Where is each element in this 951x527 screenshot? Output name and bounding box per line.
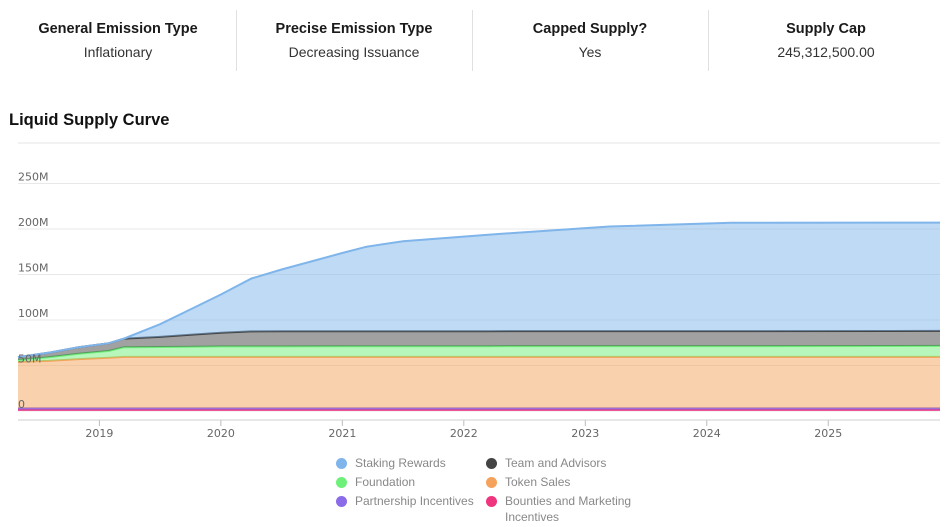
legend-dot-icon	[336, 477, 347, 488]
area-layer	[17, 221, 941, 411]
legend-item-partnership-incentives[interactable]: Partnership Incentives	[336, 493, 486, 525]
y-tick-label: 0	[18, 398, 25, 411]
legend-dot-icon	[486, 458, 497, 469]
x-tick-label: 2021	[328, 427, 356, 440]
legend-label: Partnership Incentives	[355, 494, 474, 508]
stat-general-emission-type: General Emission Type Inflationary	[0, 0, 236, 72]
legend-item-token-sales[interactable]: Token Sales	[486, 474, 656, 490]
x-tick-label: 2022	[450, 427, 478, 440]
legend-item-foundation[interactable]: Foundation	[336, 474, 486, 490]
stat-supply-cap: Supply Cap 245,312,500.00	[708, 0, 944, 72]
stat-value: Inflationary	[83, 44, 153, 60]
y-tick-label: 150M	[18, 262, 49, 275]
legend-dot-icon	[486, 496, 497, 507]
legend-item-team-and-advisors[interactable]: Team and Advisors	[486, 455, 656, 471]
stats-bar: General Emission Type Inflationary Preci…	[0, 0, 951, 72]
x-tick-label: 2019	[85, 427, 113, 440]
x-tick-label: 2023	[571, 427, 599, 440]
series-area-team-and-advisors	[18, 330, 940, 360]
legend-label: Token Sales	[505, 475, 571, 489]
y-tick-label: 250M	[18, 171, 49, 184]
stat-label: Capped Supply?	[532, 21, 648, 37]
stat-value: 245,312,500.00	[777, 44, 875, 60]
legend-dot-icon	[486, 477, 497, 488]
stat-capped-supply: Capped Supply? Yes	[472, 0, 708, 72]
chart-title: Liquid Supply Curve	[9, 111, 170, 129]
legend-label: Staking Rewards	[355, 456, 446, 470]
stat-label: Precise Emission Type	[275, 21, 433, 37]
y-tick-label: 50M	[18, 353, 42, 366]
series-area-foundation	[18, 345, 940, 362]
x-tick-label: 2020	[207, 427, 235, 440]
y-tick-label: 200M	[18, 216, 49, 229]
y-tick-label: 100M	[18, 307, 49, 320]
stat-label: General Emission Type	[38, 21, 198, 37]
legend-dot-icon	[336, 458, 347, 469]
x-tick-label: 2025	[814, 427, 842, 440]
stat-label: Supply Cap	[786, 21, 866, 37]
series-line-staking-rewards	[17, 221, 941, 359]
legend-label: Bounties and Marketing Incentives	[505, 494, 632, 524]
liquid-supply-chart: 0 50M 100M 150M 200M 250M 2019 2020 2021 2022 2023…	[17, 142, 941, 440]
stat-value: Yes	[578, 44, 602, 60]
x-tick-label: 2024	[693, 427, 721, 440]
series-area-staking-rewards	[18, 222, 940, 358]
legend-label: Team and Advisors	[505, 456, 607, 470]
legend-item-staking-rewards[interactable]: Staking Rewards	[336, 455, 486, 471]
stat-value: Decreasing Issuance	[288, 44, 420, 60]
legend-item-bounties-and-marketing-incentives[interactable]: Bounties and Marketing Incentives	[486, 493, 656, 525]
legend-label: Foundation	[355, 475, 416, 489]
series-area-token-sales	[18, 356, 940, 409]
axis-layer: 0 50M 100M 150M 200M 250M 2019 2020 2021 2022 2023…	[18, 171, 940, 440]
chart-legend: Staking Rewards Team and Advisors Foundati…	[336, 455, 666, 525]
legend-dot-icon	[336, 496, 347, 507]
stat-precise-emission-type: Precise Emission Type Decreasing Issuanc…	[236, 0, 472, 72]
